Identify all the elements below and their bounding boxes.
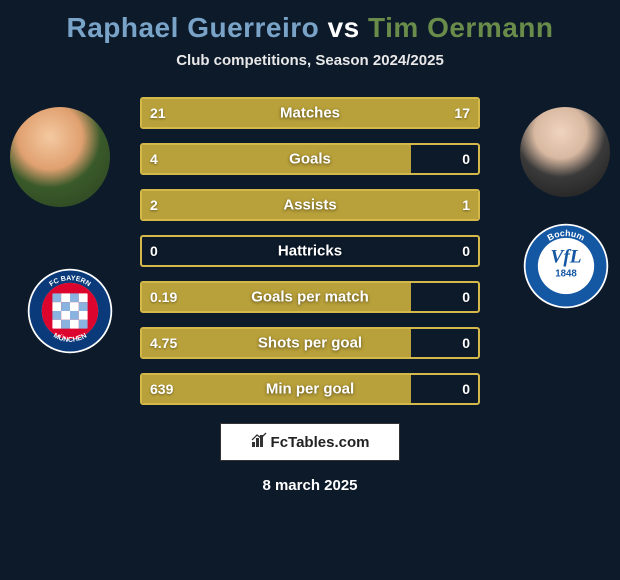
stat-label: Min per goal <box>142 381 478 398</box>
stat-row: 00Hattricks <box>140 235 480 267</box>
stat-label: Shots per goal <box>142 335 478 352</box>
fctables-text: FcTables.com <box>271 434 370 451</box>
svg-text:VfL: VfL <box>550 246 581 267</box>
vs-separator: vs <box>328 12 368 43</box>
player-right-avatar <box>520 107 610 197</box>
stat-label: Goals per match <box>142 289 478 306</box>
stats-bars: 2117Matches 40Goals 21Assists 00Hattricks 0.… <box>140 97 480 405</box>
player-left-name: Raphael Guerreiro <box>66 12 319 43</box>
club-right-badge: VfL 1848 Bochum <box>522 222 610 310</box>
chart-icon <box>251 432 267 452</box>
date-text: 8 march 2025 <box>0 477 620 494</box>
stat-row: 40Goals <box>140 143 480 175</box>
stat-label: Matches <box>142 105 478 122</box>
player-left-avatar <box>10 107 110 207</box>
subtitle: Club competitions, Season 2024/2025 <box>0 52 620 69</box>
stat-label: Hattricks <box>142 243 478 260</box>
club-left-badge: FC BAYERN MÜNCHEN <box>26 267 114 355</box>
stat-row: 4.750Shots per goal <box>140 327 480 359</box>
stat-row: 6390Min per goal <box>140 373 480 405</box>
stat-row: 21Assists <box>140 189 480 221</box>
stat-label: Assists <box>142 197 478 214</box>
svg-text:1848: 1848 <box>555 269 577 280</box>
fctables-logo: FcTables.com <box>220 423 400 461</box>
page-title: Raphael Guerreiro vs Tim Oermann <box>0 0 620 44</box>
comparison-content: FC BAYERN MÜNCHEN VfL 1848 Bochum 2117Ma… <box>0 97 620 494</box>
stat-row: 0.190Goals per match <box>140 281 480 313</box>
stat-row: 2117Matches <box>140 97 480 129</box>
player-right-name: Tim Oermann <box>368 12 553 43</box>
stat-label: Goals <box>142 151 478 168</box>
